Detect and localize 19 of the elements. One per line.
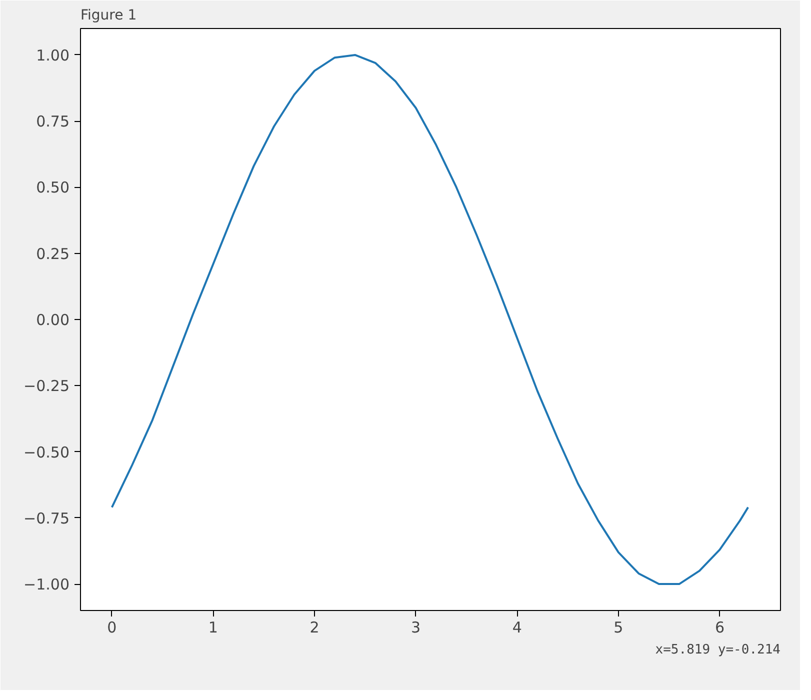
x-tick-label: 4	[512, 618, 522, 636]
y-tick-label: 0.50	[36, 178, 70, 197]
x-tick-label: 5	[614, 618, 624, 636]
x-tick-label: 6	[714, 618, 724, 636]
chart-title: Figure 1	[80, 8, 137, 24]
line-series	[110, 54, 750, 586]
y-tick-label: 0.00	[36, 311, 70, 329]
x-tick-label: 0	[107, 618, 117, 636]
x-tick-label: 2	[310, 618, 320, 636]
text: x=5.819 y=-0.214	[655, 642, 781, 658]
x-tick-label: 3	[411, 618, 421, 636]
y-tick-label: −0.25	[24, 377, 70, 396]
y-tick-label: −1.00	[24, 576, 70, 594]
y-tick-label: −0.50	[24, 443, 70, 462]
y-tick-label: 0.75	[36, 112, 70, 131]
x-tick-label: 1	[208, 618, 218, 636]
y-tick-label: 1.00	[36, 46, 70, 64]
y-tick-label: −0.75	[24, 509, 70, 528]
y-tick-label: 0.25	[36, 244, 70, 263]
